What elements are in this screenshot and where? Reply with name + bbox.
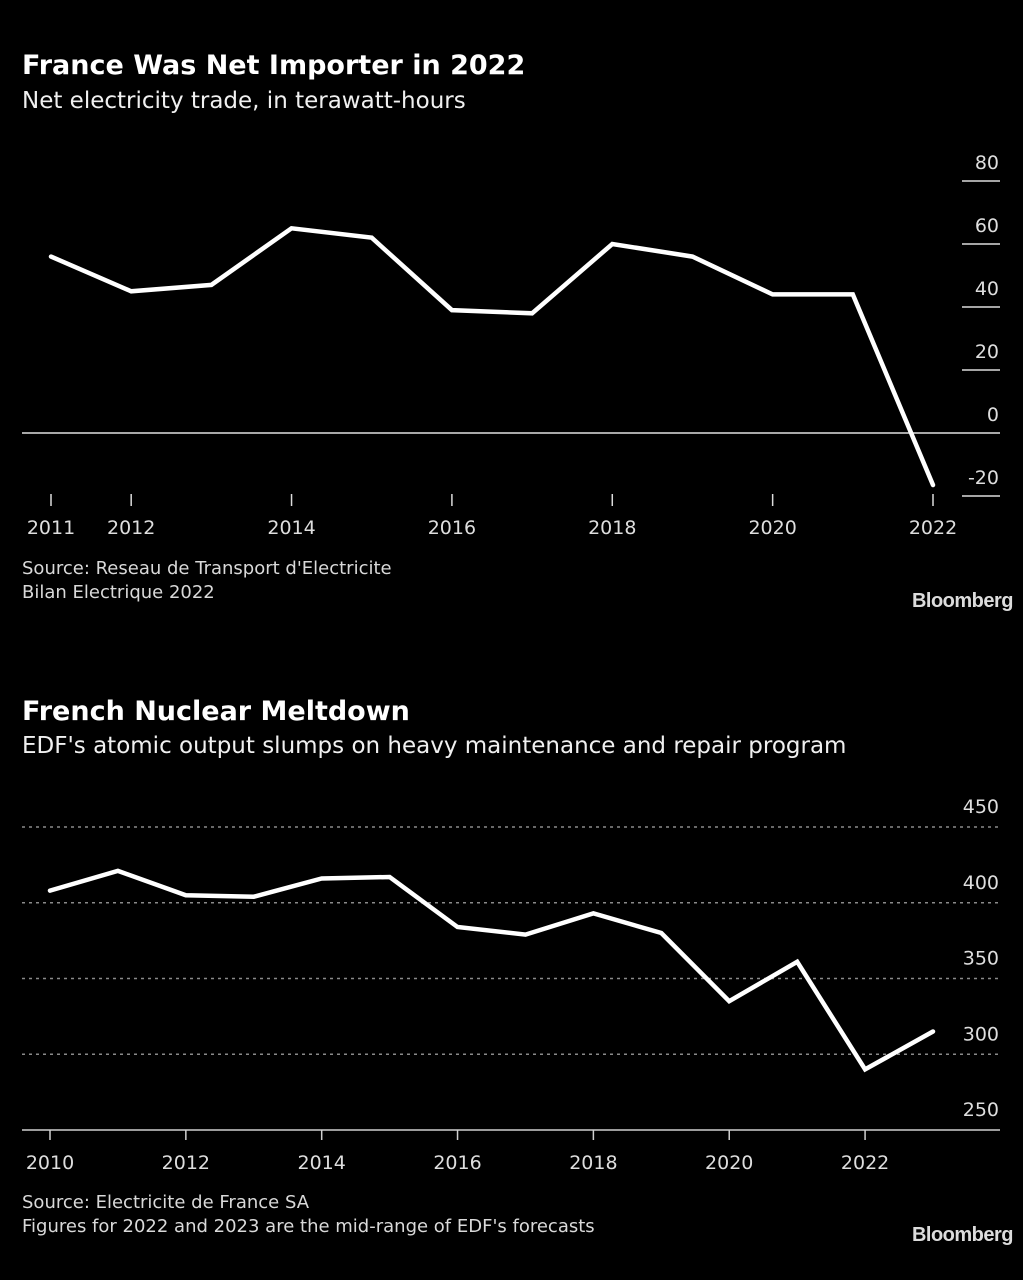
chart1-subtitle: Net electricity trade, in terawatt-hours xyxy=(22,88,466,114)
chart2-plot: 450 400 350 300 250 2010 2012 2014 2016 2018 2020 2… xyxy=(22,796,1000,1174)
y-tick-label: 450 xyxy=(963,796,999,818)
y-tick-label: 0 xyxy=(987,404,999,426)
x-tick-label: 2016 xyxy=(433,1152,481,1174)
x-tick-label: 2018 xyxy=(588,517,636,539)
chart1-plot: 80 60 40 20 0 -20 2011 2012 2014 2016 2018 2020 2022 xyxy=(22,152,1000,539)
y-tick-label: 60 xyxy=(975,215,999,237)
x-tick-label: 2020 xyxy=(748,517,796,539)
chart1-source: Source: Reseau de Transport d'Electricit… xyxy=(22,557,392,605)
chart2-source-line-1: Source: Electricite de France SA xyxy=(22,1192,310,1213)
chart1-source-line-1: Source: Reseau de Transport d'Electricit… xyxy=(22,558,392,579)
y-tick-label: 20 xyxy=(975,341,999,363)
x-tick-label: 2010 xyxy=(26,1152,74,1174)
chart1-source-line-2: Bilan Electrique 2022 xyxy=(22,582,215,603)
x-tick-label: 2014 xyxy=(267,517,315,539)
chart2-source: Source: Electricite de France SA Figures… xyxy=(22,1191,595,1239)
y-tick-label: 40 xyxy=(975,278,999,300)
x-tick-label: 2011 xyxy=(27,517,75,539)
chart2-title: French Nuclear Meltdown xyxy=(22,696,410,727)
chart1-bloomberg-logo: Bloomberg xyxy=(911,590,1014,612)
chart2-source-line-2: Figures for 2022 and 2023 are the mid-ra… xyxy=(22,1216,595,1237)
y-tick-label: -20 xyxy=(968,467,999,489)
y-tick-label: 300 xyxy=(963,1023,999,1045)
y-tick-label: 350 xyxy=(963,948,999,970)
x-tick-label: 2018 xyxy=(569,1152,617,1174)
y-tick-label: 80 xyxy=(975,152,999,174)
y-tick-label: 250 xyxy=(963,1099,999,1121)
x-tick-label: 2012 xyxy=(162,1152,210,1174)
x-tick-label: 2012 xyxy=(107,517,155,539)
x-tick-label: 2020 xyxy=(705,1152,753,1174)
x-tick-label: 2022 xyxy=(841,1152,889,1174)
series-line-net-trade xyxy=(48,225,936,488)
y-tick-label: 400 xyxy=(963,872,999,894)
x-tick-label: 2014 xyxy=(298,1152,346,1174)
series-line-nuclear-output xyxy=(47,868,936,1073)
x-tick-label: 2022 xyxy=(909,517,957,539)
chart1-title: France Was Net Importer in 2022 xyxy=(22,50,526,81)
chart2-bloomberg-logo: Bloomberg xyxy=(911,1224,1014,1246)
chart2-subtitle: EDF's atomic output slumps on heavy main… xyxy=(22,733,847,759)
x-tick-label: 2016 xyxy=(428,517,476,539)
